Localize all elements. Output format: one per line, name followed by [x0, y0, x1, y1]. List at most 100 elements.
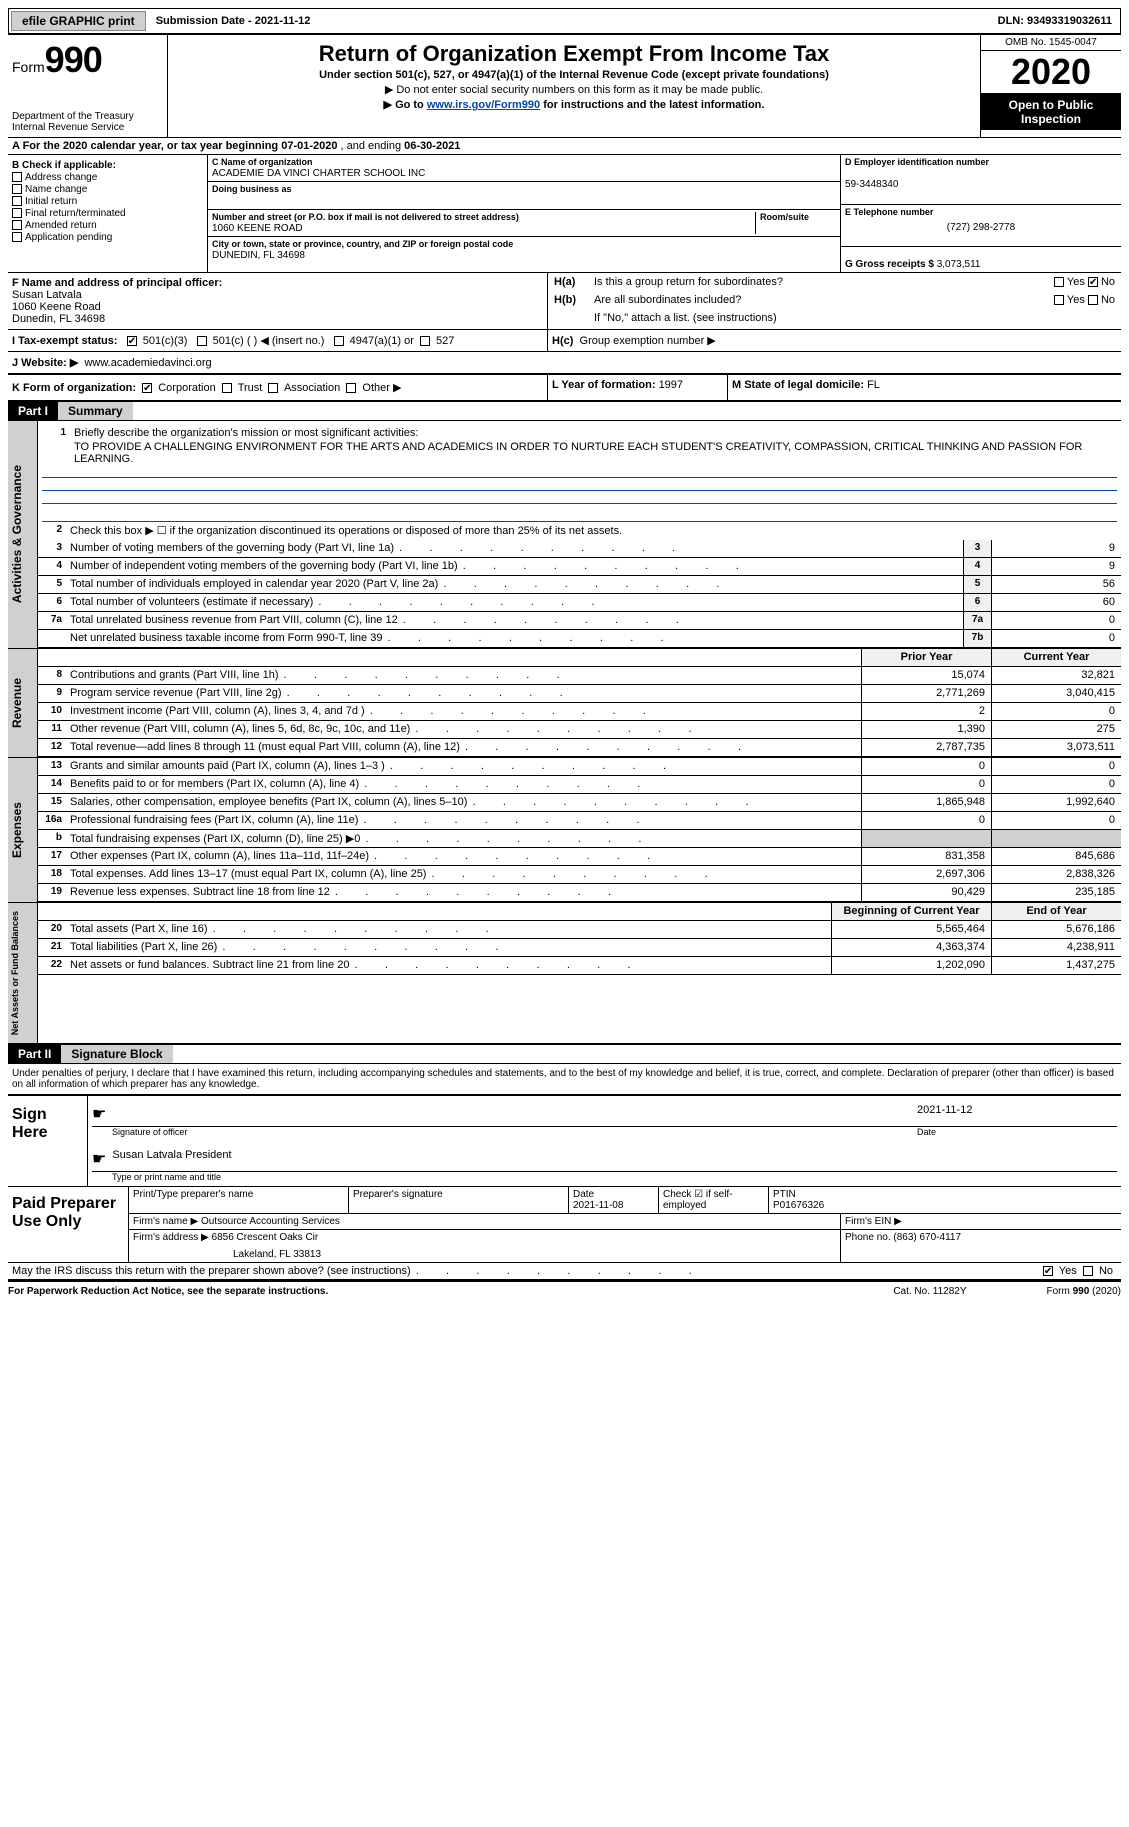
irs-link[interactable]: www.irs.gov/Form990: [427, 99, 540, 111]
checkbox-discuss-yes[interactable]: [1043, 1266, 1053, 1276]
current-value: 0: [991, 703, 1121, 720]
line-box: 5: [963, 576, 991, 593]
line-num: 11: [38, 721, 66, 738]
checkbox-assoc[interactable]: [268, 383, 278, 393]
checkbox-corp[interactable]: [142, 383, 152, 393]
line-num: 13: [38, 758, 66, 775]
dln: DLN: 93493319032611: [990, 15, 1120, 27]
line-box: 7a: [963, 612, 991, 629]
header: Form990 Department of the Treasury Inter…: [8, 35, 1121, 138]
omb-number: OMB No. 1545-0047: [981, 35, 1121, 51]
checkbox-initial-return[interactable]: [12, 196, 22, 206]
checkbox-hb-no[interactable]: [1088, 295, 1098, 305]
may-irs-discuss: May the IRS discuss this return with the…: [8, 1263, 1035, 1279]
line-value: 0: [991, 612, 1121, 629]
line-num: 17: [38, 848, 66, 865]
line-value: 56: [991, 576, 1121, 593]
declaration: Under penalties of perjury, I declare th…: [8, 1064, 1121, 1094]
current-value: 1,437,275: [991, 957, 1121, 974]
note-link: ▶ Go to www.irs.gov/Form990 for instruct…: [172, 98, 976, 111]
section-j: J Website: ▶ www.academiedavinci.org: [8, 352, 1121, 373]
col-prior-year: Prior Year: [861, 649, 991, 666]
line-num: 22: [38, 957, 66, 974]
col-end-year: End of Year: [991, 903, 1121, 920]
line-num: b: [38, 830, 66, 847]
line-desc: Total revenue—add lines 8 through 11 (mu…: [66, 739, 861, 756]
line-num: 12: [38, 739, 66, 756]
line-desc: Contributions and grants (Part VIII, lin…: [66, 667, 861, 684]
line-desc: Total unrelated business revenue from Pa…: [66, 612, 963, 629]
checkbox-hb-yes[interactable]: [1054, 295, 1064, 305]
line-desc: Program service revenue (Part VIII, line…: [66, 685, 861, 702]
prior-value: 831,358: [861, 848, 991, 865]
current-value: 0: [991, 812, 1121, 829]
checkbox-ha-no[interactable]: [1088, 277, 1098, 287]
org-city: DUNEDIN, FL 34698: [212, 250, 305, 261]
prior-value: 15,074: [861, 667, 991, 684]
section-f: F Name and address of principal officer:…: [8, 273, 548, 329]
preparer-date: 2021-11-08: [573, 1200, 623, 1211]
side-revenue: Revenue: [8, 670, 26, 736]
checkbox-address-change[interactable]: [12, 172, 22, 182]
line-desc: Investment income (Part VIII, column (A)…: [66, 703, 861, 720]
current-value: 3,040,415: [991, 685, 1121, 702]
prior-value: 0: [861, 776, 991, 793]
checkbox-pending[interactable]: [12, 232, 22, 242]
line-desc: Professional fundraising fees (Part IX, …: [66, 812, 861, 829]
col-begin-year: Beginning of Current Year: [831, 903, 991, 920]
checkbox-527[interactable]: [420, 336, 430, 346]
current-value: 275: [991, 721, 1121, 738]
line-num: 15: [38, 794, 66, 811]
checkbox-ha-yes[interactable]: [1054, 277, 1064, 287]
current-value: 0: [991, 776, 1121, 793]
efile-button[interactable]: efile GRAPHIC print: [11, 11, 146, 31]
line-desc: Revenue less expenses. Subtract line 18 …: [66, 884, 861, 901]
line-desc: Net assets or fund balances. Subtract li…: [66, 957, 831, 974]
checkbox-501c3[interactable]: [127, 336, 137, 346]
prior-value: 2,787,735: [861, 739, 991, 756]
side-governance: Activities & Governance: [8, 457, 26, 611]
checkbox-final-return[interactable]: [12, 208, 22, 218]
checkbox-other[interactable]: [346, 383, 356, 393]
current-value: 0: [991, 758, 1121, 775]
line-desc: Total assets (Part X, line 16): [66, 921, 831, 938]
line-desc: Number of voting members of the governin…: [66, 540, 963, 557]
prior-value: 1,202,090: [831, 957, 991, 974]
line-desc: Grants and similar amounts paid (Part IX…: [66, 758, 861, 775]
part2-header: Part IISignature Block: [8, 1044, 1121, 1064]
firm-address: 6856 Crescent Oaks Cir: [212, 1232, 319, 1243]
form-title: Return of Organization Exempt From Incom…: [172, 41, 976, 67]
prior-value: 0: [861, 812, 991, 829]
col-current-year: Current Year: [991, 649, 1121, 666]
section-c: C Name of organizationACADEMIE DA VINCI …: [208, 155, 841, 272]
section-m: M State of legal domicile: FL: [728, 375, 1121, 400]
section-d: D Employer identification number59-34483…: [841, 155, 1121, 272]
line-value: 0: [991, 630, 1121, 647]
checkbox-trust[interactable]: [222, 383, 232, 393]
checkbox-4947[interactable]: [334, 336, 344, 346]
footer-left: For Paperwork Reduction Act Notice, see …: [8, 1286, 328, 1297]
line-desc: Net unrelated business taxable income fr…: [66, 630, 963, 647]
line-num: 16a: [38, 812, 66, 829]
line-num: 6: [38, 594, 66, 611]
checkbox-discuss-no[interactable]: [1083, 1266, 1093, 1276]
prior-value: 2,771,269: [861, 685, 991, 702]
sig-date: 2021-11-12: [917, 1104, 1117, 1124]
line-value: 9: [991, 558, 1121, 575]
line-num: 3: [38, 540, 66, 557]
tax-year: 2020: [981, 51, 1121, 94]
paid-preparer-label: Paid Preparer Use Only: [8, 1187, 128, 1262]
side-net-assets: Net Assets or Fund Balances: [8, 903, 22, 1043]
section-k: K Form of organization: Corporation Trus…: [8, 375, 548, 400]
checkbox-501c[interactable]: [197, 336, 207, 346]
line-desc: Total liabilities (Part X, line 26): [66, 939, 831, 956]
pointer-icon: ☛: [92, 1149, 112, 1169]
current-value: [991, 830, 1121, 847]
part1-header: Part ISummary: [8, 401, 1121, 421]
checkbox-amended[interactable]: [12, 220, 22, 230]
line-desc: Salaries, other compensation, employee b…: [66, 794, 861, 811]
line-box: 6: [963, 594, 991, 611]
checkbox-name-change[interactable]: [12, 184, 22, 194]
line-box: 4: [963, 558, 991, 575]
section-hc: H(c) Group exemption number ▶: [548, 330, 1121, 351]
